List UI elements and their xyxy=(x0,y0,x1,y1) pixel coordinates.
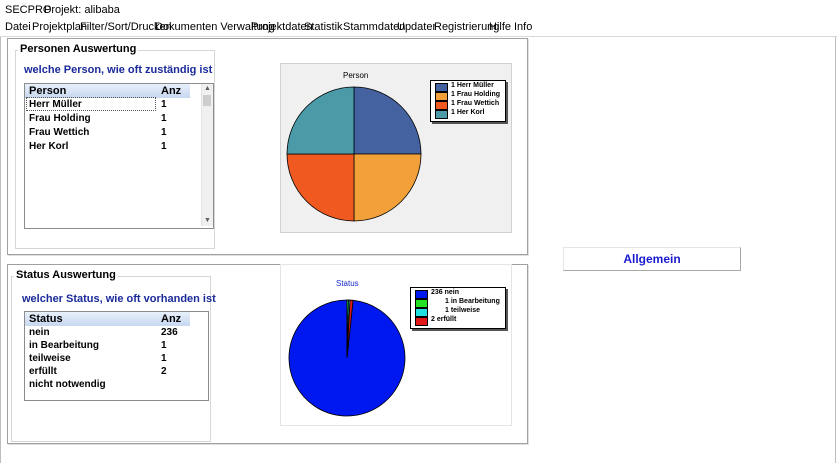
pie-slice-her-korl xyxy=(286,86,355,155)
status-chart: Status 236 nein 1 in Bearbeitung 1 teilw… xyxy=(280,264,512,426)
legend-swatch xyxy=(435,92,448,101)
persons-panel-title: Personen Auswertung xyxy=(18,43,139,55)
row-count: 1 xyxy=(161,127,167,138)
legend-swatch xyxy=(435,101,448,110)
legend-swatch xyxy=(415,290,428,299)
status-list[interactable]: Status Anz nein 236 in Bearbeitung 1 tei… xyxy=(24,311,209,401)
table-row[interactable]: nein 236 xyxy=(25,326,206,340)
pie-slice-herr-mueller xyxy=(353,86,422,155)
column-header-anz[interactable]: Anz xyxy=(161,85,182,97)
persons-list-header[interactable]: Person Anz xyxy=(25,84,190,98)
menu-divider xyxy=(0,36,837,37)
table-row[interactable]: Herr Müller 1 xyxy=(25,98,201,112)
menu-updater[interactable]: Updater xyxy=(397,21,437,33)
legend-swatch xyxy=(415,308,428,317)
status-pie-svg xyxy=(288,299,406,417)
person-pie-svg xyxy=(286,86,422,222)
pie-slice-frau-wettich xyxy=(286,153,355,222)
row-status: teilweise xyxy=(29,353,71,364)
column-header-anz[interactable]: Anz xyxy=(161,313,182,325)
menu-statistik[interactable]: Statistik xyxy=(304,21,343,33)
menu-hilfe[interactable]: Hilfe xyxy=(489,21,512,33)
person-chart-legend: 1 Herr Müller 1 Frau Holding 1 Frau Wett… xyxy=(430,80,506,122)
table-row[interactable]: teilweise 1 xyxy=(25,352,206,366)
window-border-left xyxy=(0,37,1,463)
row-count: 1 xyxy=(161,353,167,364)
persons-subtitle: welche Person, wie oft zuständig ist xyxy=(24,64,213,76)
table-row[interactable]: Frau Holding 1 xyxy=(25,112,201,126)
window-border-right xyxy=(835,37,836,463)
legend-swatch xyxy=(415,317,428,326)
menu-projektdaten[interactable]: Projektdaten xyxy=(251,21,313,33)
menu-datei[interactable]: Datei xyxy=(5,21,31,33)
row-count: 1 xyxy=(161,340,167,351)
column-header-person[interactable]: Person xyxy=(29,85,67,97)
scroll-down-arrow-icon[interactable]: ▼ xyxy=(204,217,211,224)
app-title: SECPRO xyxy=(5,4,52,16)
person-chart: Person 1 Herr Müller 1 Frau Holding 1 Fr… xyxy=(280,63,512,233)
row-count: 1 xyxy=(161,141,167,152)
menu-projektplan[interactable]: Projektplan xyxy=(32,21,88,33)
legend-swatch xyxy=(415,299,428,308)
legend-swatch xyxy=(435,110,448,119)
window-titlebar: SECPRO Projekt: alibaba xyxy=(0,0,837,20)
row-person: Frau Wettich xyxy=(29,127,90,138)
column-header-status[interactable]: Status xyxy=(29,313,63,325)
row-person: Herr Müller xyxy=(29,99,82,110)
row-count: 236 xyxy=(161,327,178,338)
table-row[interactable]: in Bearbeitung 1 xyxy=(25,339,206,353)
person-chart-title: Person xyxy=(343,71,369,80)
status-chart-title: Status xyxy=(336,279,359,288)
row-status: nein xyxy=(29,327,50,338)
table-row[interactable]: nicht notwendig xyxy=(25,378,206,392)
status-chart-legend: 236 nein 1 in Bearbeitung 1 teilweise 2 … xyxy=(410,287,506,329)
pie-slice-erfuellt xyxy=(346,299,354,359)
row-status: erfüllt xyxy=(29,366,57,377)
row-count: 1 xyxy=(161,99,167,110)
menu-dokumenten-verwaltung[interactable]: Dokumenten Verwaltung xyxy=(155,21,275,33)
menu-registrierung[interactable]: Registrierung xyxy=(434,21,500,33)
scroll-up-arrow-icon[interactable]: ▲ xyxy=(204,85,211,92)
row-count: 2 xyxy=(161,366,167,377)
row-person: Her Korl xyxy=(29,141,69,152)
row-status: nicht notwendig xyxy=(29,379,106,390)
table-row[interactable]: erfüllt 2 xyxy=(25,365,206,379)
allgemein-button[interactable]: Allgemein xyxy=(563,247,741,271)
persons-list[interactable]: Person Anz Herr Müller 1 Frau Holding 1 … xyxy=(24,83,214,229)
row-status: in Bearbeitung xyxy=(29,340,100,351)
persons-list-scrollbar[interactable]: ▲ ▼ xyxy=(201,84,213,226)
scroll-thumb[interactable] xyxy=(203,95,211,106)
menu-filter-sort-drucken[interactable]: Filter/Sort/Drucken xyxy=(80,21,172,33)
status-panel-title: Status Auswertung xyxy=(14,269,118,281)
status-subtitle: welcher Status, wie oft vorhanden ist xyxy=(22,293,216,305)
row-count: 1 xyxy=(161,113,167,124)
status-list-header[interactable]: Status Anz xyxy=(25,312,190,326)
selection-focus-rect xyxy=(26,97,156,111)
menu-bar: Datei Projektplan Filter/Sort/Drucken Do… xyxy=(0,20,837,36)
project-title: Projekt: alibaba xyxy=(44,4,120,16)
row-person: Frau Holding xyxy=(29,113,91,124)
table-row[interactable]: Frau Wettich 1 xyxy=(25,126,201,140)
menu-info[interactable]: Info xyxy=(514,21,533,33)
pie-slice-frau-holding xyxy=(353,153,422,222)
menu-stammdaten[interactable]: Stammdaten xyxy=(343,21,406,33)
table-row[interactable]: Her Korl 1 xyxy=(25,140,201,154)
legend-swatch xyxy=(435,83,448,92)
